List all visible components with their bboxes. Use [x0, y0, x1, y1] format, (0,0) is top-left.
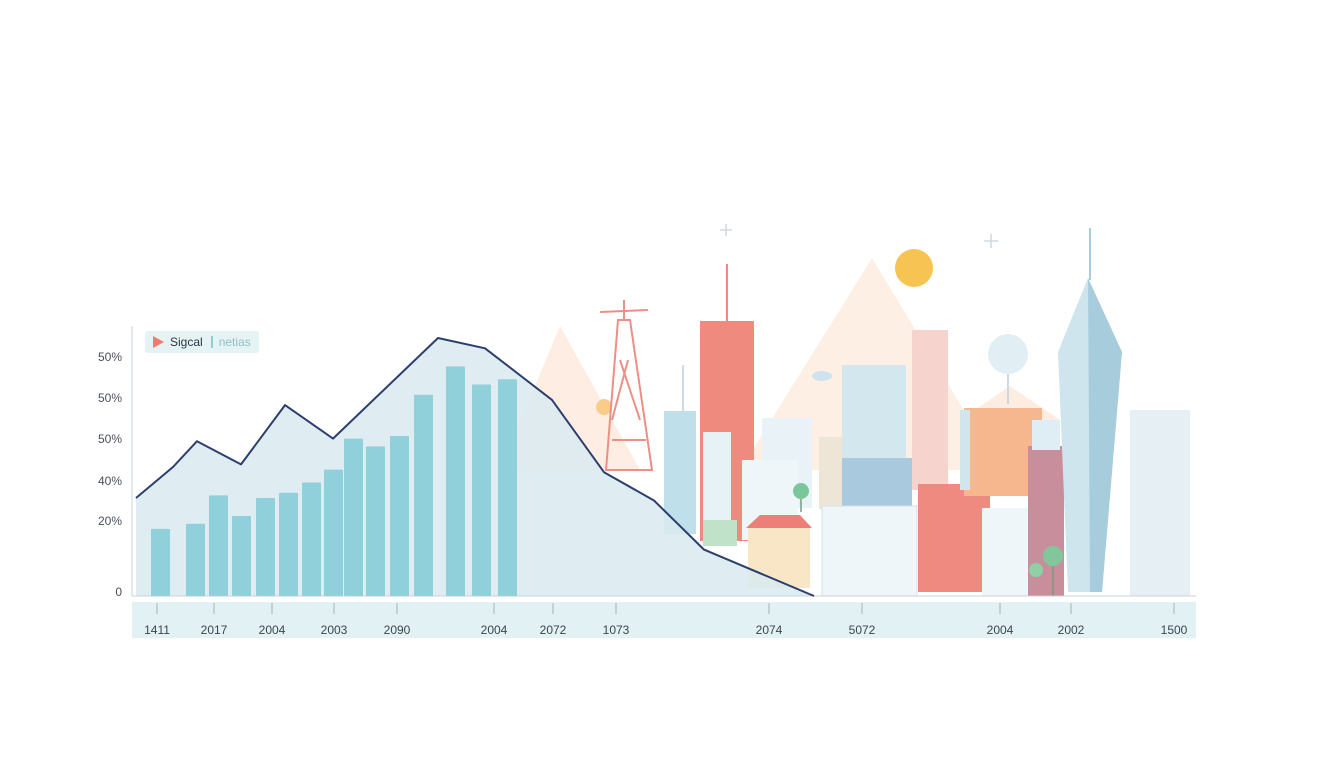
x-tick-label: 1411 — [144, 623, 170, 637]
bar — [302, 482, 321, 596]
legend-label-main: Sigcal — [170, 335, 203, 349]
bar — [446, 366, 465, 596]
building-white-right — [982, 508, 1028, 596]
x-tick-label: 2074 — [755, 623, 783, 637]
building-pink-slim — [912, 330, 948, 490]
bar — [366, 446, 385, 596]
y-tick-label: 40% — [97, 474, 122, 488]
building-white-small — [703, 432, 731, 522]
line-series — [135, 337, 815, 597]
city-skyline-illustration — [500, 224, 1190, 597]
legend-label-secondary: netias — [218, 335, 251, 349]
bar — [209, 495, 228, 596]
legend-divider — [210, 336, 213, 348]
y-tick-label: 50% — [97, 391, 122, 405]
bar — [344, 438, 363, 596]
y-tick-label: 50% — [97, 432, 122, 446]
x-tick-label: 2004 — [480, 623, 508, 637]
bar — [498, 379, 517, 596]
skyscraper-tall-shade — [1088, 278, 1122, 592]
building-blue-low — [842, 458, 912, 506]
globe-sign-icon — [988, 334, 1028, 374]
x-tick-label: 5072 — [848, 623, 876, 637]
sun-icon — [895, 249, 933, 287]
y-tick-label: 0 — [115, 585, 122, 599]
building-roof — [746, 515, 812, 528]
x-tick-label: 2017 — [200, 623, 228, 637]
bar-series — [151, 366, 517, 596]
bar — [151, 528, 170, 596]
x-tick-label: 2002 — [1057, 623, 1085, 637]
bar — [472, 384, 491, 596]
tree-icon — [793, 483, 1063, 596]
y-tick-label: 50% — [97, 350, 122, 364]
building-coral-low — [918, 484, 990, 592]
x-tick-label: 1073 — [602, 623, 630, 637]
bar — [414, 394, 433, 596]
building-beige — [819, 437, 845, 509]
legend: Sigcal netias — [145, 331, 259, 353]
x-tick-label: 2072 — [539, 623, 567, 637]
building-white-large — [821, 505, 918, 597]
y-tick-label: 20% — [97, 514, 122, 528]
small-sun-icon — [596, 399, 612, 415]
x-tick-marks — [156, 603, 1175, 614]
legend-play-icon — [153, 336, 164, 348]
bar — [324, 469, 343, 596]
building-pale-blue — [960, 410, 970, 490]
sparkle-icon — [720, 224, 998, 248]
x-tick-label: 2004 — [258, 623, 286, 637]
building-far-right — [1130, 410, 1190, 596]
x-axis-band — [132, 602, 1196, 638]
building-green-base — [703, 520, 737, 546]
bar — [256, 497, 275, 596]
bar — [186, 523, 205, 596]
x-tick-label: 2003 — [320, 623, 348, 637]
cloud-icon — [812, 371, 832, 381]
x-tick-label: 1500 — [1160, 623, 1188, 637]
bar — [279, 492, 298, 596]
building-spire-top — [1032, 420, 1060, 450]
crane-tower-icon — [599, 300, 654, 471]
building-blue-strip — [664, 411, 696, 534]
bar — [390, 436, 409, 596]
x-tick-label: 2090 — [383, 623, 411, 637]
bar — [232, 516, 251, 596]
x-tick-label: 2004 — [986, 623, 1014, 637]
